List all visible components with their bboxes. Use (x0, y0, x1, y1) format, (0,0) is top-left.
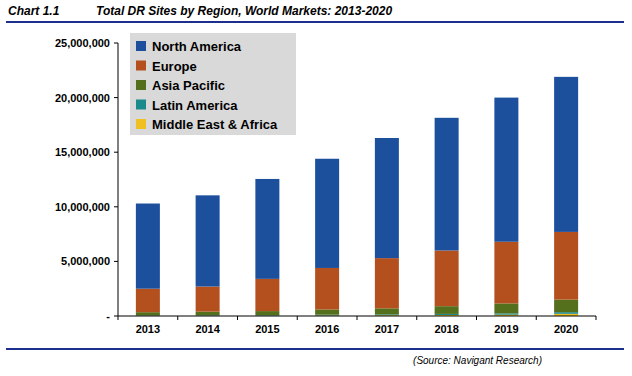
x-tick-label: 2013 (136, 323, 160, 335)
x-tick (357, 316, 358, 320)
y-tick-label: 5,000,000 (61, 255, 110, 267)
chart: Chart 1.1 Total DR Sites by Region, World… (0, 0, 632, 376)
bar-segment (494, 242, 518, 304)
bar-segment (554, 77, 578, 232)
legend-label: Latin America (152, 98, 238, 113)
title: Total DR Sites by Region, World Markets:… (96, 4, 392, 18)
bar-segment (136, 289, 160, 312)
bar-segment (136, 204, 160, 289)
source: (Source: Navigant Research) (413, 355, 542, 366)
x-tick (596, 316, 597, 320)
bar-segment (196, 312, 220, 316)
bar-segment (136, 312, 160, 315)
legend-swatch (136, 119, 146, 129)
bar-segment (435, 118, 459, 251)
legend-label: Asia Pacific (152, 78, 225, 93)
y-tick (114, 206, 118, 207)
footer-rule (6, 348, 624, 350)
y-tick-label: - (106, 310, 110, 322)
bar-segment (375, 138, 399, 258)
header-rule (6, 21, 624, 23)
y-tick-label: 10,000,000 (55, 201, 110, 213)
bar-segment (255, 179, 279, 279)
bar-segment (255, 279, 279, 311)
legend-label: Middle East & Africa (152, 117, 278, 132)
legend-swatch (136, 61, 146, 71)
legend-swatch (136, 80, 146, 90)
y-tick (114, 43, 118, 44)
x-tick (536, 316, 537, 320)
x-tick-label: 2015 (255, 323, 279, 335)
bar-segment (435, 314, 459, 315)
bar-segment (554, 232, 578, 300)
x-tick (118, 316, 119, 320)
x-tick (476, 316, 477, 320)
bar-segment (315, 268, 339, 309)
y-axis (118, 43, 119, 316)
bar-segment (435, 250, 459, 306)
y-tick-label: 15,000,000 (55, 146, 110, 158)
x-tick-label: 2020 (554, 323, 578, 335)
bar-segment (494, 98, 518, 242)
bar-segment (375, 258, 399, 308)
y-tick-label: 25,000,000 (55, 37, 110, 49)
y-tick (114, 261, 118, 262)
x-tick (237, 316, 238, 320)
x-tick-label: 2017 (375, 323, 399, 335)
x-tick-label: 2014 (195, 323, 220, 335)
x-tick-label: 2019 (494, 323, 518, 335)
bar-segment (196, 195, 220, 286)
bar-segment (375, 308, 399, 314)
bar-segment (494, 313, 518, 314)
legend-label: North America (152, 39, 242, 54)
y-tick (114, 152, 118, 153)
chart-number: Chart 1.1 (8, 4, 60, 18)
legend-swatch (136, 100, 146, 110)
legend-swatch (136, 41, 146, 51)
bar-segment (315, 309, 339, 314)
legend: North America Europe Asia Pacific Latin Ame… (130, 33, 296, 135)
x-tick (297, 316, 298, 320)
bar-segment (315, 159, 339, 268)
bar-segment (435, 306, 459, 314)
legend-label: Europe (152, 59, 197, 74)
bar-segment (554, 312, 578, 314)
y-tick (114, 316, 118, 317)
bar-segment (554, 300, 578, 313)
y-tick-label: 20,000,000 (55, 92, 110, 104)
bar-segment (196, 287, 220, 312)
x-tick (416, 316, 417, 320)
x-tick-label: 2016 (315, 323, 339, 335)
legend-box (130, 33, 296, 135)
x-tick (177, 316, 178, 320)
y-tick (114, 97, 118, 98)
bar-segment (255, 311, 279, 315)
bar-segment (494, 303, 518, 313)
x-tick-label: 2018 (434, 323, 458, 335)
